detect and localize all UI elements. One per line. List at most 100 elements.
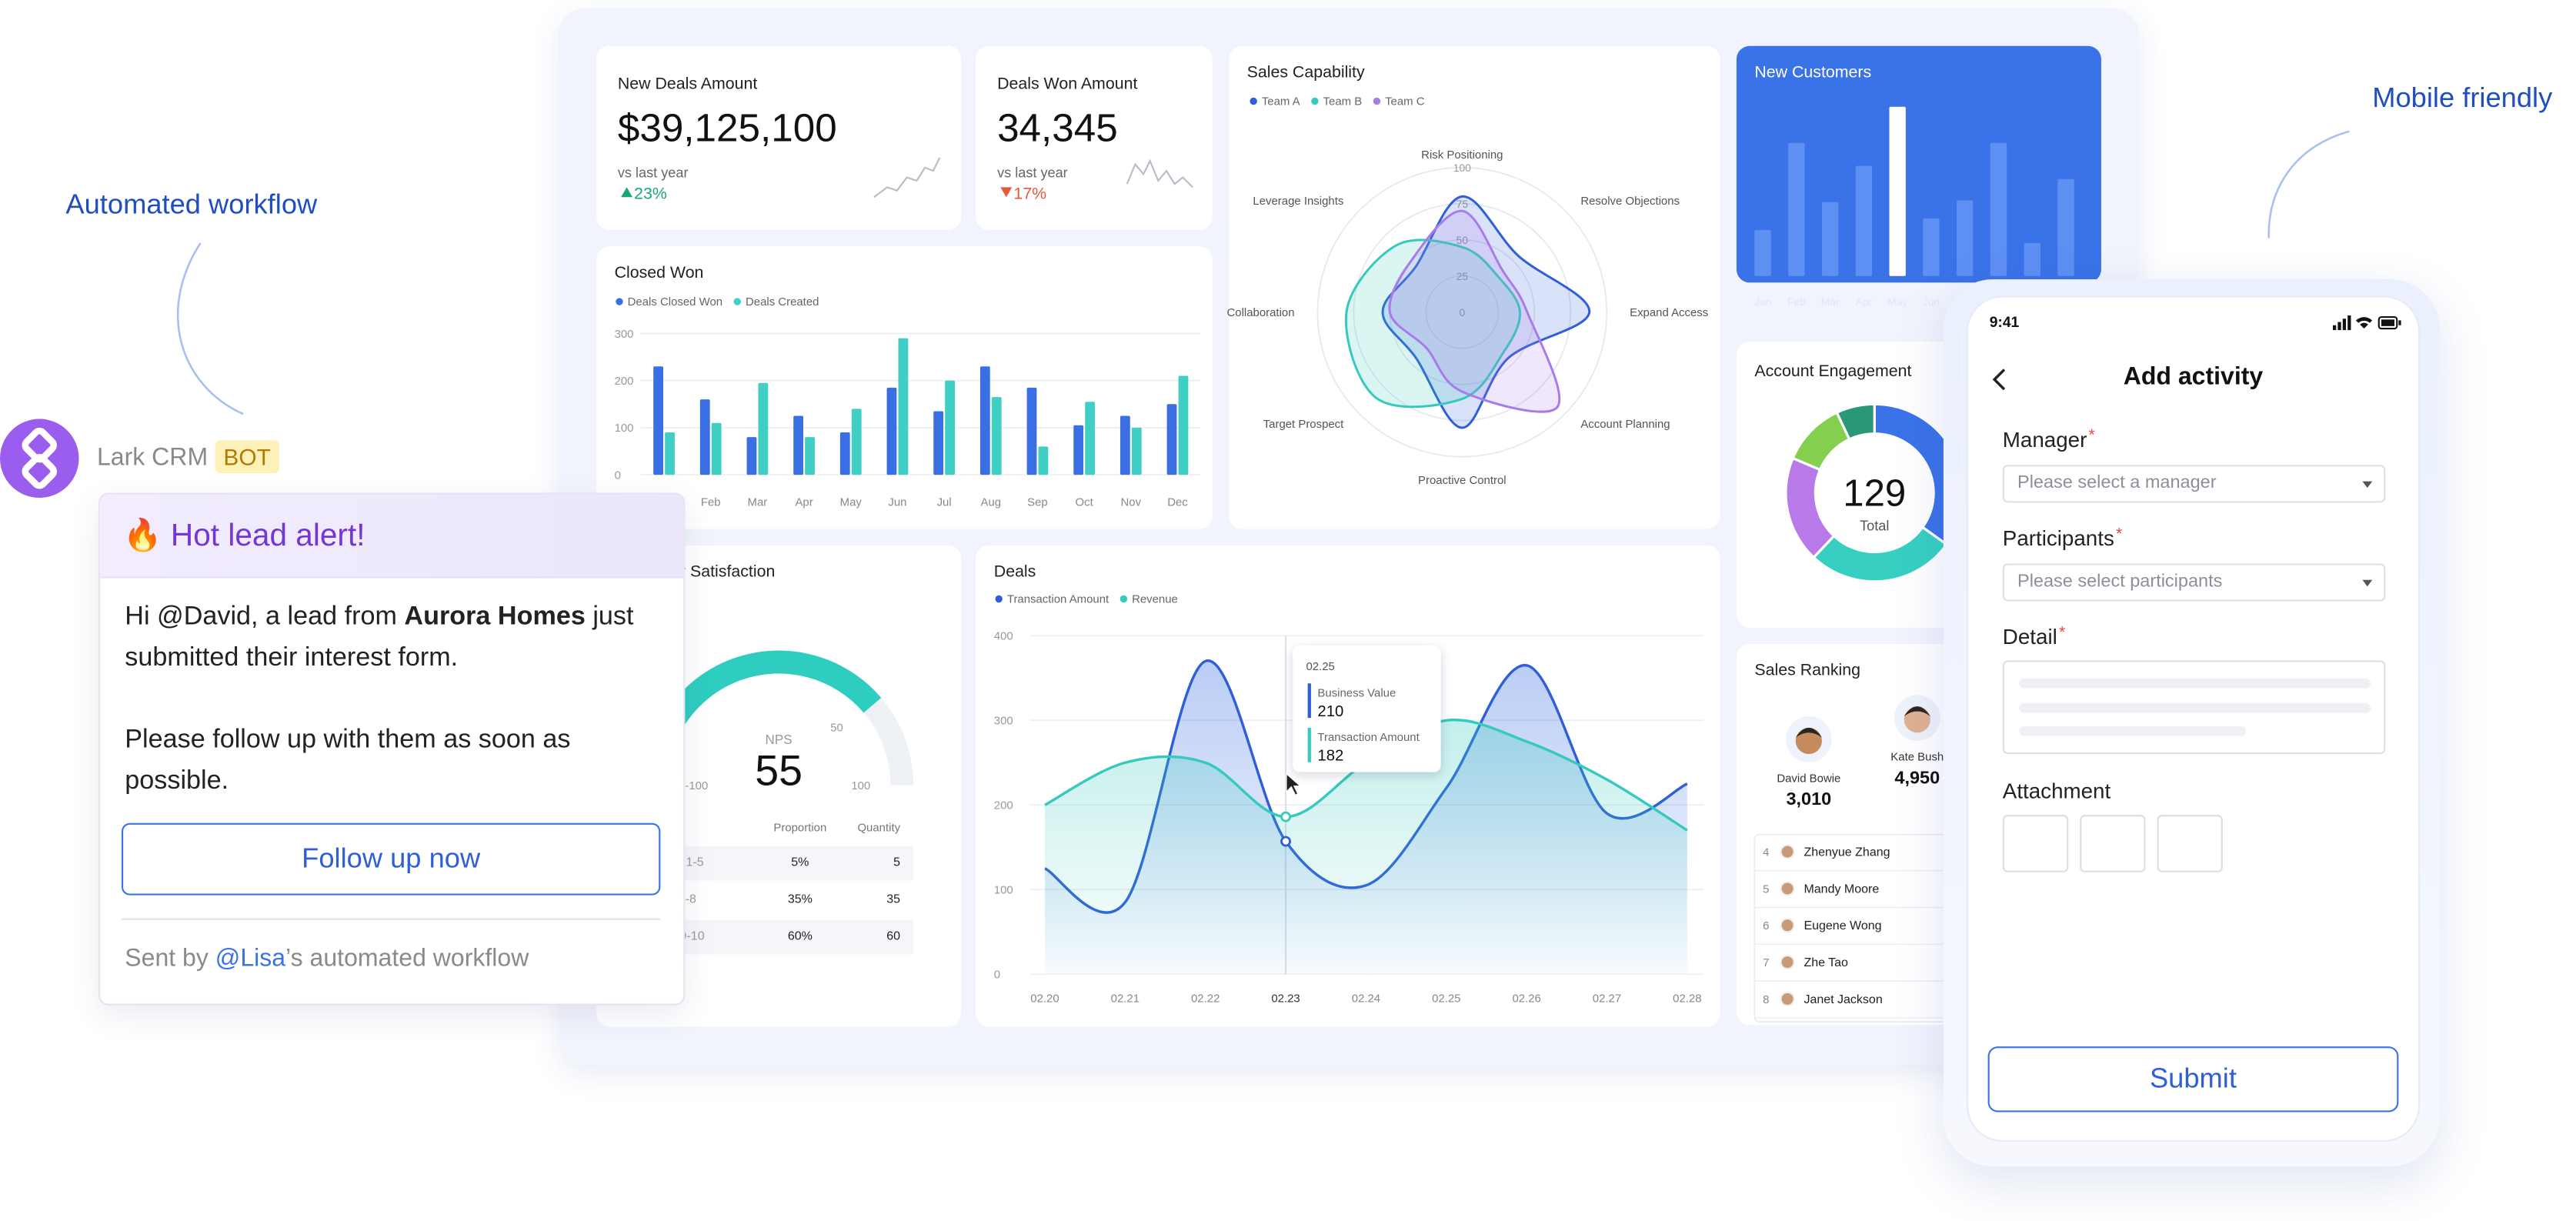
rank-row-name: Zhe Tao: [1804, 956, 1848, 969]
rank-row-name: Zhenyue Zhang: [1804, 846, 1890, 859]
gauge-tick-label: -100: [685, 779, 708, 792]
placeholder-bar: [2019, 678, 2371, 689]
submit-button[interactable]: Submit: [1987, 1046, 2399, 1113]
bar: [979, 366, 990, 475]
rank-number: 4: [1763, 846, 1769, 859]
tooltip-value: 210: [1317, 703, 1343, 720]
kpi-title: Deals Won Amount: [997, 74, 1137, 92]
legend-label: Transaction Amount: [1007, 593, 1109, 606]
rank-avatar: [1780, 991, 1795, 1007]
attachment-slot[interactable]: [2157, 815, 2223, 872]
phone-screen: [1966, 295, 2421, 1142]
field-label-text: Participants: [2002, 525, 2114, 551]
x-tick-label: Dec: [1167, 496, 1188, 509]
screen-title: Add activity: [2123, 362, 2264, 392]
footer-mention[interactable]: @Lisa: [215, 944, 286, 973]
cursor: [1286, 772, 1302, 796]
rank-score: 4,950: [1894, 767, 1940, 787]
bot-name: Lark CRM: [96, 443, 209, 472]
tooltip: 02.25 Business Value 210 Transaction Amo…: [1293, 646, 1441, 772]
donut-segment: [1835, 402, 1876, 442]
x-tick-label: Apr: [795, 496, 813, 509]
kpi-change: 23%: [634, 184, 667, 202]
rank-name: David Bowie: [1777, 772, 1840, 785]
alert-title: 🔥 Hot lead alert!: [100, 494, 684, 579]
field-label: Manager *: [2003, 427, 2095, 452]
axis-label: Target Prospect: [1263, 418, 1344, 431]
axis-label: Leverage Insights: [1253, 195, 1343, 208]
gauge-tick-label: 100: [851, 779, 870, 792]
x-tick-label: 02.27: [1593, 992, 1621, 1005]
r-tick-label: 100: [1453, 162, 1471, 174]
attachment-slot[interactable]: [2002, 815, 2069, 872]
bar: [1990, 142, 2007, 276]
x-tick-label: Oct: [1076, 496, 1094, 509]
bot-badge: BOT: [215, 440, 279, 473]
x-tick-label: Mar: [1821, 295, 1840, 308]
field-label: Attachment: [2003, 779, 2111, 803]
radar-area: [1388, 209, 1561, 413]
attachment-slot[interactable]: [2080, 815, 2146, 872]
donut-total-label: Total: [1860, 519, 1889, 534]
bar: [1855, 165, 1873, 276]
radar-area: [1381, 195, 1591, 429]
message: Hi @David, a lead from Aurora Homes just…: [125, 596, 657, 679]
change-arrow: [621, 187, 633, 198]
chart-title: Closed Won: [615, 263, 704, 282]
x-tick-label: 02.23: [1271, 992, 1300, 1005]
bar: [805, 437, 815, 475]
kpi-compare: vs last year: [618, 165, 689, 181]
rank-number: 5: [1763, 882, 1769, 896]
divider: [122, 918, 661, 920]
donut-total: 129: [1843, 473, 1906, 515]
grid-ring: [1425, 275, 1500, 349]
legend-dot: [1119, 595, 1128, 603]
bar: [1038, 446, 1049, 475]
chart-title: Sales Ranking: [1754, 661, 1860, 679]
x-tick-label: 02.21: [1111, 992, 1140, 1005]
legend-dot: [995, 595, 1003, 603]
axis-label: Collaboration: [1227, 306, 1295, 319]
message-text: just submitted their interest form.: [125, 602, 634, 672]
table-cell-range: 1-5: [686, 856, 704, 869]
rank-avatar: [1780, 881, 1795, 896]
x-tick-label: Nov: [1121, 496, 1142, 509]
radar-card: [1229, 45, 1720, 529]
bar: [898, 338, 909, 475]
footer-text: ’s automated workflow: [285, 944, 529, 973]
x-tick-label: Jul: [937, 496, 952, 509]
annotation: Mobile friendly: [2372, 82, 2553, 114]
gauge-value-label: 55: [755, 747, 802, 795]
bar: [699, 399, 710, 475]
radar-area: [1344, 239, 1521, 409]
message-company: Aurora Homes: [404, 602, 586, 631]
message-card: 🔥 Hot lead alert! Hi @David, a lead from…: [98, 492, 686, 1006]
manager-select[interactable]: Please select a manager: [2002, 465, 2386, 503]
legend-label: Deals Created: [746, 295, 819, 309]
back-button[interactable]: [1990, 366, 2010, 392]
chart-title: Account Engagement: [1754, 362, 1911, 380]
kpi-card: [596, 45, 962, 230]
y-tick-label: 400: [994, 630, 1013, 643]
bar: [1166, 404, 1177, 475]
bar: [1754, 229, 1771, 276]
axis-label: Proactive Control: [1418, 474, 1507, 487]
participants-select[interactable]: Please select participants: [2002, 563, 2386, 602]
message-text: Hi @David, a lead from: [125, 602, 405, 631]
kpi-value: 34,345: [997, 106, 1118, 150]
y-tick-label: 0: [994, 969, 1000, 982]
grid-ring: [1353, 202, 1572, 422]
y-tick-label: 100: [615, 422, 634, 435]
y-tick-label: 300: [615, 328, 634, 341]
legend-label: Team A: [1262, 95, 1300, 108]
bar: [793, 415, 804, 475]
kpi-change: 17%: [1013, 184, 1046, 202]
follow-up-button[interactable]: Follow up now: [122, 822, 661, 896]
tooltip-key: [1307, 727, 1311, 762]
hover-marker: [1280, 836, 1292, 847]
detail-input[interactable]: [2002, 660, 2386, 755]
avatar-face: [1904, 706, 1930, 733]
bar: [2057, 178, 2074, 276]
rank-score: 3,010: [1786, 789, 1831, 809]
